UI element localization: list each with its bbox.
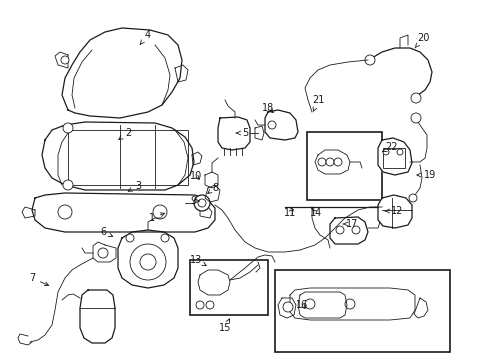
Text: 16: 16	[295, 300, 307, 310]
Circle shape	[126, 234, 134, 242]
Text: 8: 8	[207, 183, 218, 193]
Polygon shape	[93, 242, 116, 262]
Polygon shape	[377, 138, 411, 175]
Bar	[274, 270, 449, 352]
Text: 14: 14	[309, 208, 322, 218]
Bar	[306, 132, 381, 200]
Circle shape	[410, 93, 420, 103]
Circle shape	[408, 194, 416, 202]
Polygon shape	[329, 217, 367, 244]
Circle shape	[161, 234, 169, 242]
Polygon shape	[198, 270, 229, 295]
Text: 17: 17	[342, 219, 357, 229]
Text: 21: 21	[311, 95, 324, 111]
Text: 19: 19	[416, 170, 435, 180]
Polygon shape	[42, 122, 194, 190]
Text: 18: 18	[262, 103, 274, 113]
Text: 5: 5	[236, 128, 247, 138]
Text: 6: 6	[100, 227, 112, 237]
Circle shape	[98, 248, 108, 258]
Circle shape	[305, 299, 314, 309]
Circle shape	[63, 123, 73, 133]
Circle shape	[63, 180, 73, 190]
Circle shape	[396, 149, 402, 155]
Polygon shape	[55, 52, 68, 68]
Circle shape	[140, 254, 156, 270]
Polygon shape	[377, 195, 411, 228]
Polygon shape	[314, 150, 349, 174]
Text: 22: 22	[382, 142, 397, 152]
Circle shape	[283, 302, 292, 312]
Circle shape	[58, 205, 72, 219]
Text: 10: 10	[189, 171, 202, 181]
Polygon shape	[278, 298, 295, 318]
Polygon shape	[204, 172, 218, 188]
Polygon shape	[264, 110, 297, 140]
Polygon shape	[62, 28, 182, 118]
Circle shape	[153, 205, 167, 219]
Text: 13: 13	[189, 255, 206, 266]
Polygon shape	[192, 152, 202, 165]
Circle shape	[61, 56, 69, 64]
Circle shape	[130, 244, 165, 280]
Circle shape	[194, 195, 209, 211]
Polygon shape	[413, 298, 427, 318]
Polygon shape	[204, 185, 220, 202]
Circle shape	[267, 121, 275, 129]
Text: 3: 3	[128, 181, 141, 191]
Bar	[68, 130, 187, 185]
Circle shape	[364, 55, 374, 65]
Text: 7: 7	[29, 273, 48, 285]
Text: 20: 20	[414, 33, 428, 48]
Bar	[382, 148, 404, 168]
Text: 9: 9	[189, 196, 199, 206]
Circle shape	[335, 226, 343, 234]
Circle shape	[205, 301, 214, 309]
Polygon shape	[175, 65, 187, 82]
Text: 11: 11	[284, 208, 296, 218]
Circle shape	[345, 299, 354, 309]
Text: 1: 1	[149, 213, 164, 223]
Circle shape	[333, 158, 341, 166]
Circle shape	[325, 158, 333, 166]
Polygon shape	[200, 207, 212, 218]
Circle shape	[351, 226, 359, 234]
Text: 2: 2	[119, 128, 131, 139]
Circle shape	[382, 149, 388, 155]
Polygon shape	[297, 292, 346, 318]
Polygon shape	[218, 117, 249, 150]
Text: 12: 12	[385, 206, 403, 216]
Polygon shape	[254, 126, 264, 140]
Bar	[190, 260, 267, 315]
Polygon shape	[22, 207, 35, 218]
Circle shape	[317, 158, 325, 166]
Text: 4: 4	[140, 30, 151, 44]
Polygon shape	[118, 230, 178, 288]
Circle shape	[196, 301, 203, 309]
Polygon shape	[32, 193, 215, 232]
Text: 15: 15	[218, 319, 231, 333]
Circle shape	[198, 199, 205, 207]
Polygon shape	[80, 290, 115, 343]
Circle shape	[410, 113, 420, 123]
